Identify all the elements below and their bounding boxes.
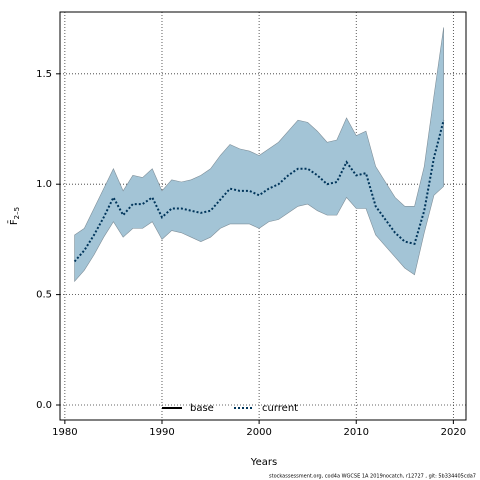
y-tick-label: 1.5 xyxy=(36,69,52,80)
x-tick-label: 1990 xyxy=(149,427,174,438)
footer: stockassessment.org, cod4a WGCSE 1A 2019… xyxy=(269,474,476,480)
y-axis-label: F̄2–5 xyxy=(7,207,21,225)
y-tick-label: 0.0 xyxy=(36,400,52,411)
x-axis-label: Years xyxy=(250,457,277,468)
legend-label: base xyxy=(190,403,214,414)
x-tick-label: 1980 xyxy=(52,427,77,438)
x-tick-label: 2010 xyxy=(344,427,369,438)
confidence-band xyxy=(74,27,444,283)
y-tick-label: 0.5 xyxy=(36,290,52,301)
y-tick-label: 1.0 xyxy=(36,179,52,190)
x-tick-label: 2020 xyxy=(441,427,466,438)
y-label-main: F̄ xyxy=(7,219,20,225)
legend-label: current xyxy=(262,403,298,414)
series-line xyxy=(73,119,445,263)
y-label-sub: 2–5 xyxy=(13,207,21,219)
x-tick-label: 2000 xyxy=(246,427,271,438)
plot-frame xyxy=(59,11,467,421)
